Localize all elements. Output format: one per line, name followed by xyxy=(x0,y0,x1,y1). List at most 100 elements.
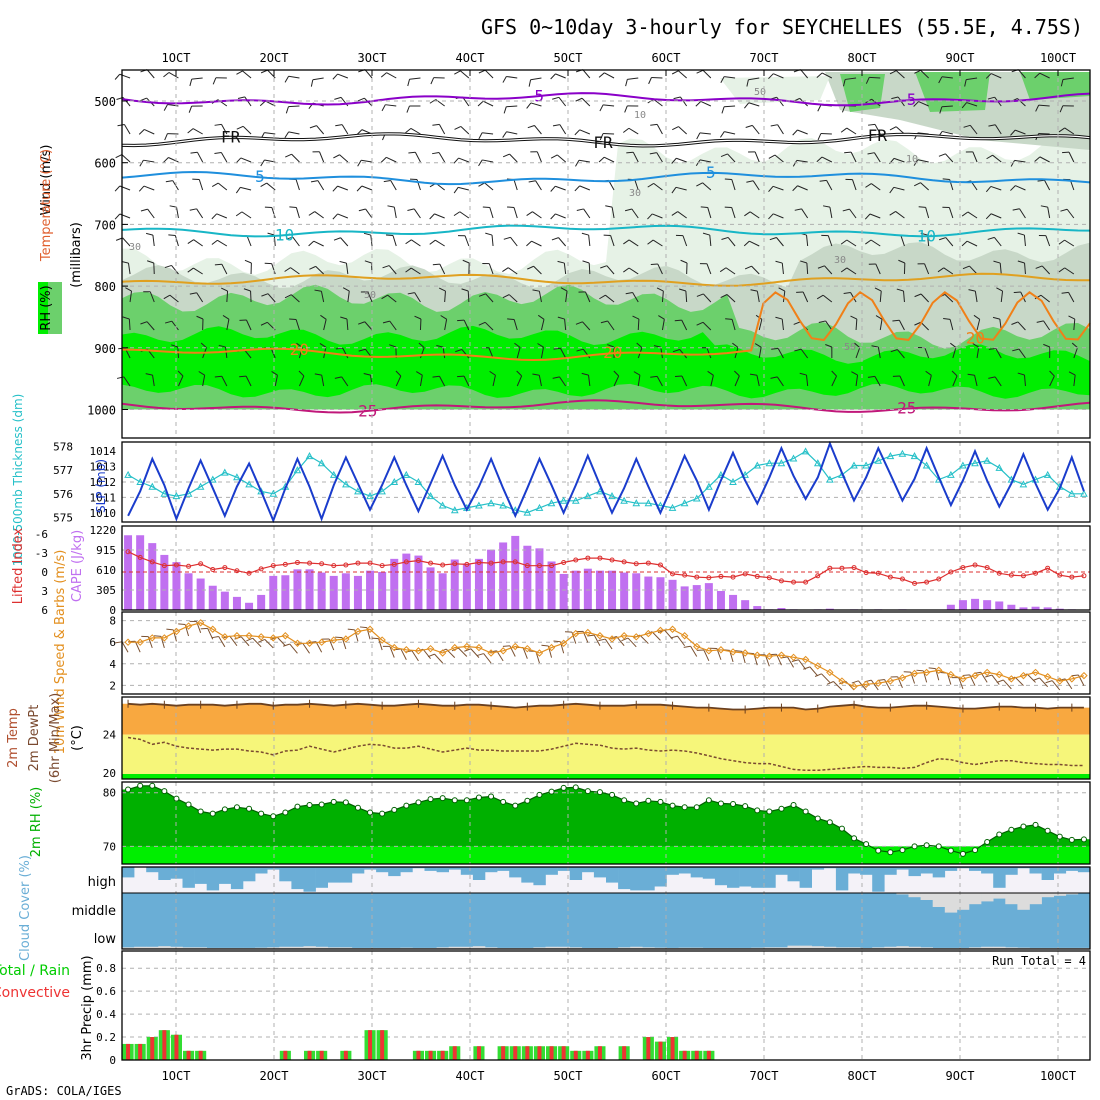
wind-barb xyxy=(855,347,861,359)
top-date-label: 6OCT xyxy=(652,51,681,65)
wind-speed-point xyxy=(632,633,640,641)
cloud-high-bar xyxy=(618,867,631,890)
wind-speed-point xyxy=(209,625,217,633)
wind-barb xyxy=(264,159,276,163)
cloud-high-bar xyxy=(799,867,812,888)
wind-speed-point xyxy=(814,662,822,670)
cape-bar xyxy=(341,573,350,610)
wind-barb xyxy=(453,211,461,217)
thickness-point xyxy=(705,482,713,490)
wind-barb xyxy=(363,232,371,236)
cloud-high-bar xyxy=(823,867,837,869)
wind-barb xyxy=(419,375,423,387)
wind-barb xyxy=(121,154,131,163)
wind-barb xyxy=(528,180,536,183)
precip-convective-bar xyxy=(658,1041,663,1060)
cape-tick-label: 610 xyxy=(96,564,116,577)
cloud-middle-gap xyxy=(932,893,946,907)
wind-barb xyxy=(392,235,397,247)
rh-shading-layer xyxy=(915,72,990,112)
lifted-index-point xyxy=(452,561,458,567)
surface-wind-barb xyxy=(458,647,468,657)
rh-shading-layer xyxy=(122,325,1090,399)
wind-barb xyxy=(196,292,204,303)
wind-barb xyxy=(914,69,921,74)
wind-barb xyxy=(600,265,608,269)
wind-barb xyxy=(190,151,198,154)
precip-convective-bar xyxy=(537,1046,542,1060)
wind-barb xyxy=(167,104,179,107)
surface-wind-barb xyxy=(470,648,480,658)
cape-bar xyxy=(269,575,278,610)
wind-barb xyxy=(345,263,349,275)
lifted-index-point xyxy=(234,568,240,574)
wind-barb xyxy=(128,318,131,331)
wind-barb xyxy=(925,370,932,376)
wind-barb xyxy=(793,321,801,325)
wind-barb xyxy=(797,129,808,135)
wind-barb xyxy=(671,157,677,164)
wind-barb xyxy=(653,98,663,107)
rh-legend-swatch xyxy=(38,282,48,334)
wind-barb xyxy=(163,104,168,111)
lifted-index-point xyxy=(621,559,627,565)
surface-wind-barb xyxy=(541,644,549,647)
wind-barb xyxy=(652,239,663,247)
wind-barb xyxy=(260,182,267,187)
wind-barb xyxy=(506,105,518,108)
wind-barb xyxy=(967,373,975,376)
wind-barb xyxy=(890,349,898,353)
wind-barb xyxy=(246,319,252,331)
cloud-high-bar xyxy=(170,867,183,879)
wind-barb xyxy=(768,73,774,80)
wind-barb xyxy=(650,375,658,378)
lifted-index-point xyxy=(912,580,918,586)
lifted-index-point xyxy=(694,574,700,580)
wind-barb xyxy=(576,208,584,212)
wind-speed-point xyxy=(523,644,532,653)
lifted-index-point xyxy=(996,570,1002,576)
wind-barb xyxy=(945,153,954,163)
rh-point xyxy=(754,807,761,814)
wind-speed-point xyxy=(765,652,774,660)
wind-barb xyxy=(507,206,515,208)
surface-wind-barb xyxy=(276,636,286,647)
wind-barb xyxy=(240,157,252,163)
lifted-index-point xyxy=(815,573,821,579)
precip-tick-label: 0.2 xyxy=(96,1031,116,1044)
rh-point xyxy=(742,803,749,810)
wind-barb xyxy=(454,70,461,75)
lifted-index-point xyxy=(428,560,434,566)
wind-speed-point xyxy=(935,666,943,674)
cape-bar xyxy=(523,545,532,610)
cloud-high-bar xyxy=(956,867,970,869)
wind-speed-point xyxy=(547,643,556,652)
wind-barb xyxy=(751,125,760,135)
wind-barb xyxy=(816,294,824,300)
cape-bar xyxy=(196,578,205,610)
cloud-low-bar xyxy=(823,946,837,949)
wind-barb xyxy=(453,157,459,164)
surface-wind-barb xyxy=(604,638,613,650)
precip-convective-bar xyxy=(343,1050,348,1060)
wind-barb xyxy=(976,319,981,331)
wind-barb xyxy=(513,207,518,219)
thickness-point xyxy=(402,470,411,478)
wind-barb xyxy=(484,182,494,191)
precip-convective-bar xyxy=(706,1050,711,1060)
wind-barb xyxy=(625,292,633,295)
wind-barb xyxy=(990,185,1002,191)
wind-barb xyxy=(211,182,219,188)
wind-barb xyxy=(165,180,173,183)
wind-speed-point xyxy=(426,644,435,653)
cloud-low-bar xyxy=(569,947,583,949)
wind-barb xyxy=(245,375,252,387)
wind-barb xyxy=(559,124,567,135)
wind-barb xyxy=(364,69,373,79)
wind-barb xyxy=(214,123,222,126)
rh-shading-layer xyxy=(1020,72,1090,100)
wind-barb xyxy=(453,187,459,194)
surface-wind-barb xyxy=(289,643,298,654)
surface-wind-barb xyxy=(264,639,274,649)
wind-barb xyxy=(1018,348,1026,359)
